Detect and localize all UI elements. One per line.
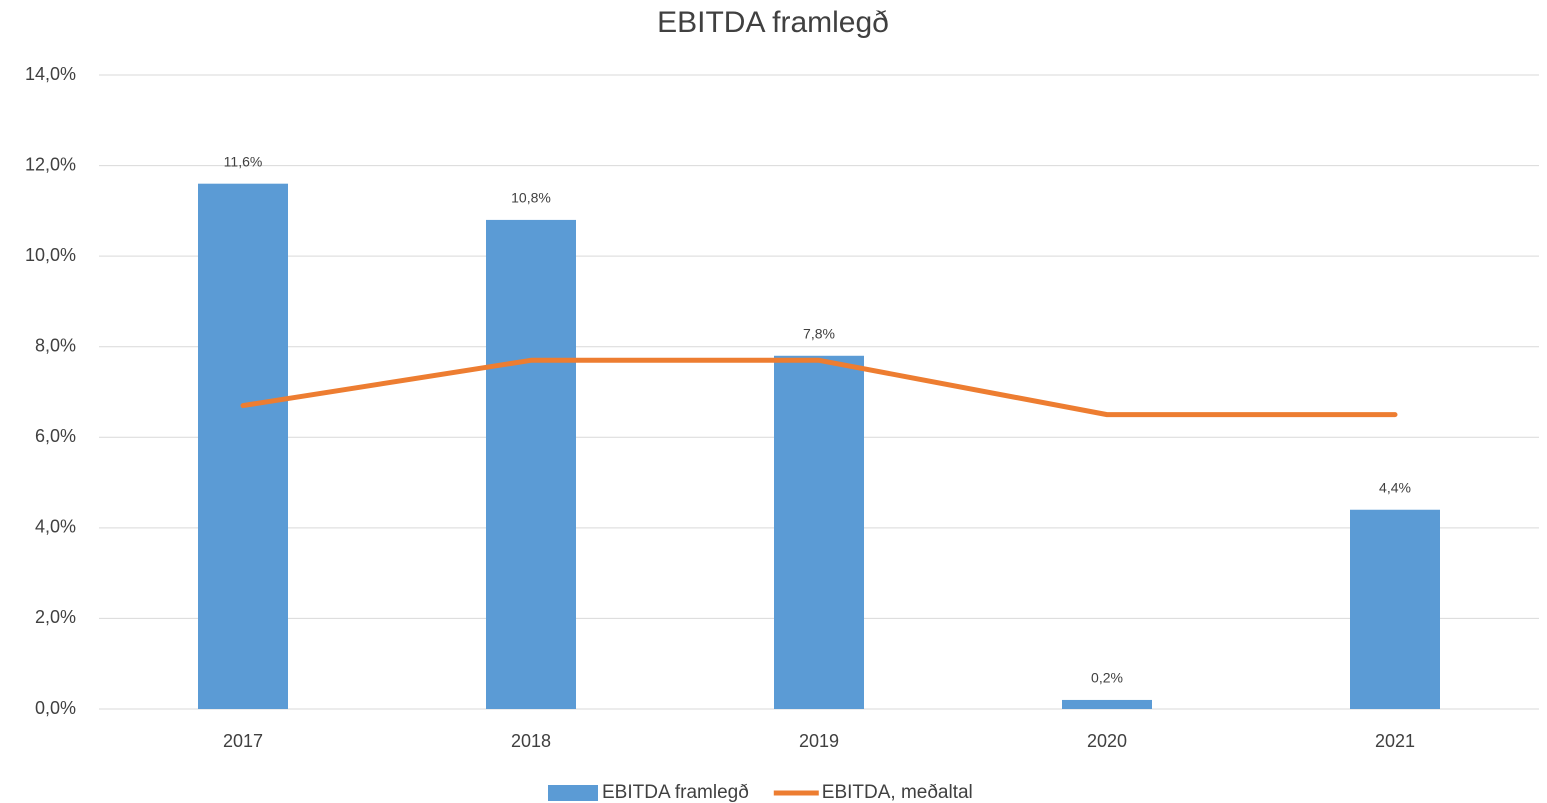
data-label: 4,4% — [1379, 479, 1411, 495]
y-tick-label: 12,0% — [25, 154, 76, 174]
y-tick-label: 6,0% — [35, 426, 76, 446]
bar — [486, 219, 576, 709]
data-label: 10,8% — [511, 190, 551, 206]
y-tick-label: 14,0% — [25, 64, 76, 84]
data-label: 0,2% — [1091, 670, 1123, 686]
y-tick-label: 0,0% — [35, 698, 76, 718]
x-tick-label: 2019 — [799, 731, 839, 751]
y-tick-label: 10,0% — [25, 245, 76, 265]
y-tick-label: 4,0% — [35, 517, 76, 537]
data-label: 7,8% — [803, 325, 835, 341]
chart-title: EBITDA framlegð — [657, 6, 889, 39]
x-tick-label: 2018 — [511, 731, 551, 751]
x-tick-label: 2017 — [223, 731, 263, 751]
bar — [1350, 509, 1440, 709]
legend-swatch — [548, 785, 598, 801]
legend-label: EBITDA, meðaltal — [822, 782, 973, 803]
y-tick-label: 2,0% — [35, 607, 76, 627]
y-tick-label: 8,0% — [35, 335, 76, 355]
data-label: 11,6% — [224, 153, 263, 169]
bar — [774, 355, 864, 709]
x-tick-label: 2020 — [1087, 731, 1127, 751]
x-tick-label: 2021 — [1375, 731, 1415, 751]
line — [240, 357, 1398, 418]
legend-label: EBITDA framlegð — [602, 782, 749, 803]
bar — [198, 183, 288, 709]
bar — [1062, 699, 1152, 709]
